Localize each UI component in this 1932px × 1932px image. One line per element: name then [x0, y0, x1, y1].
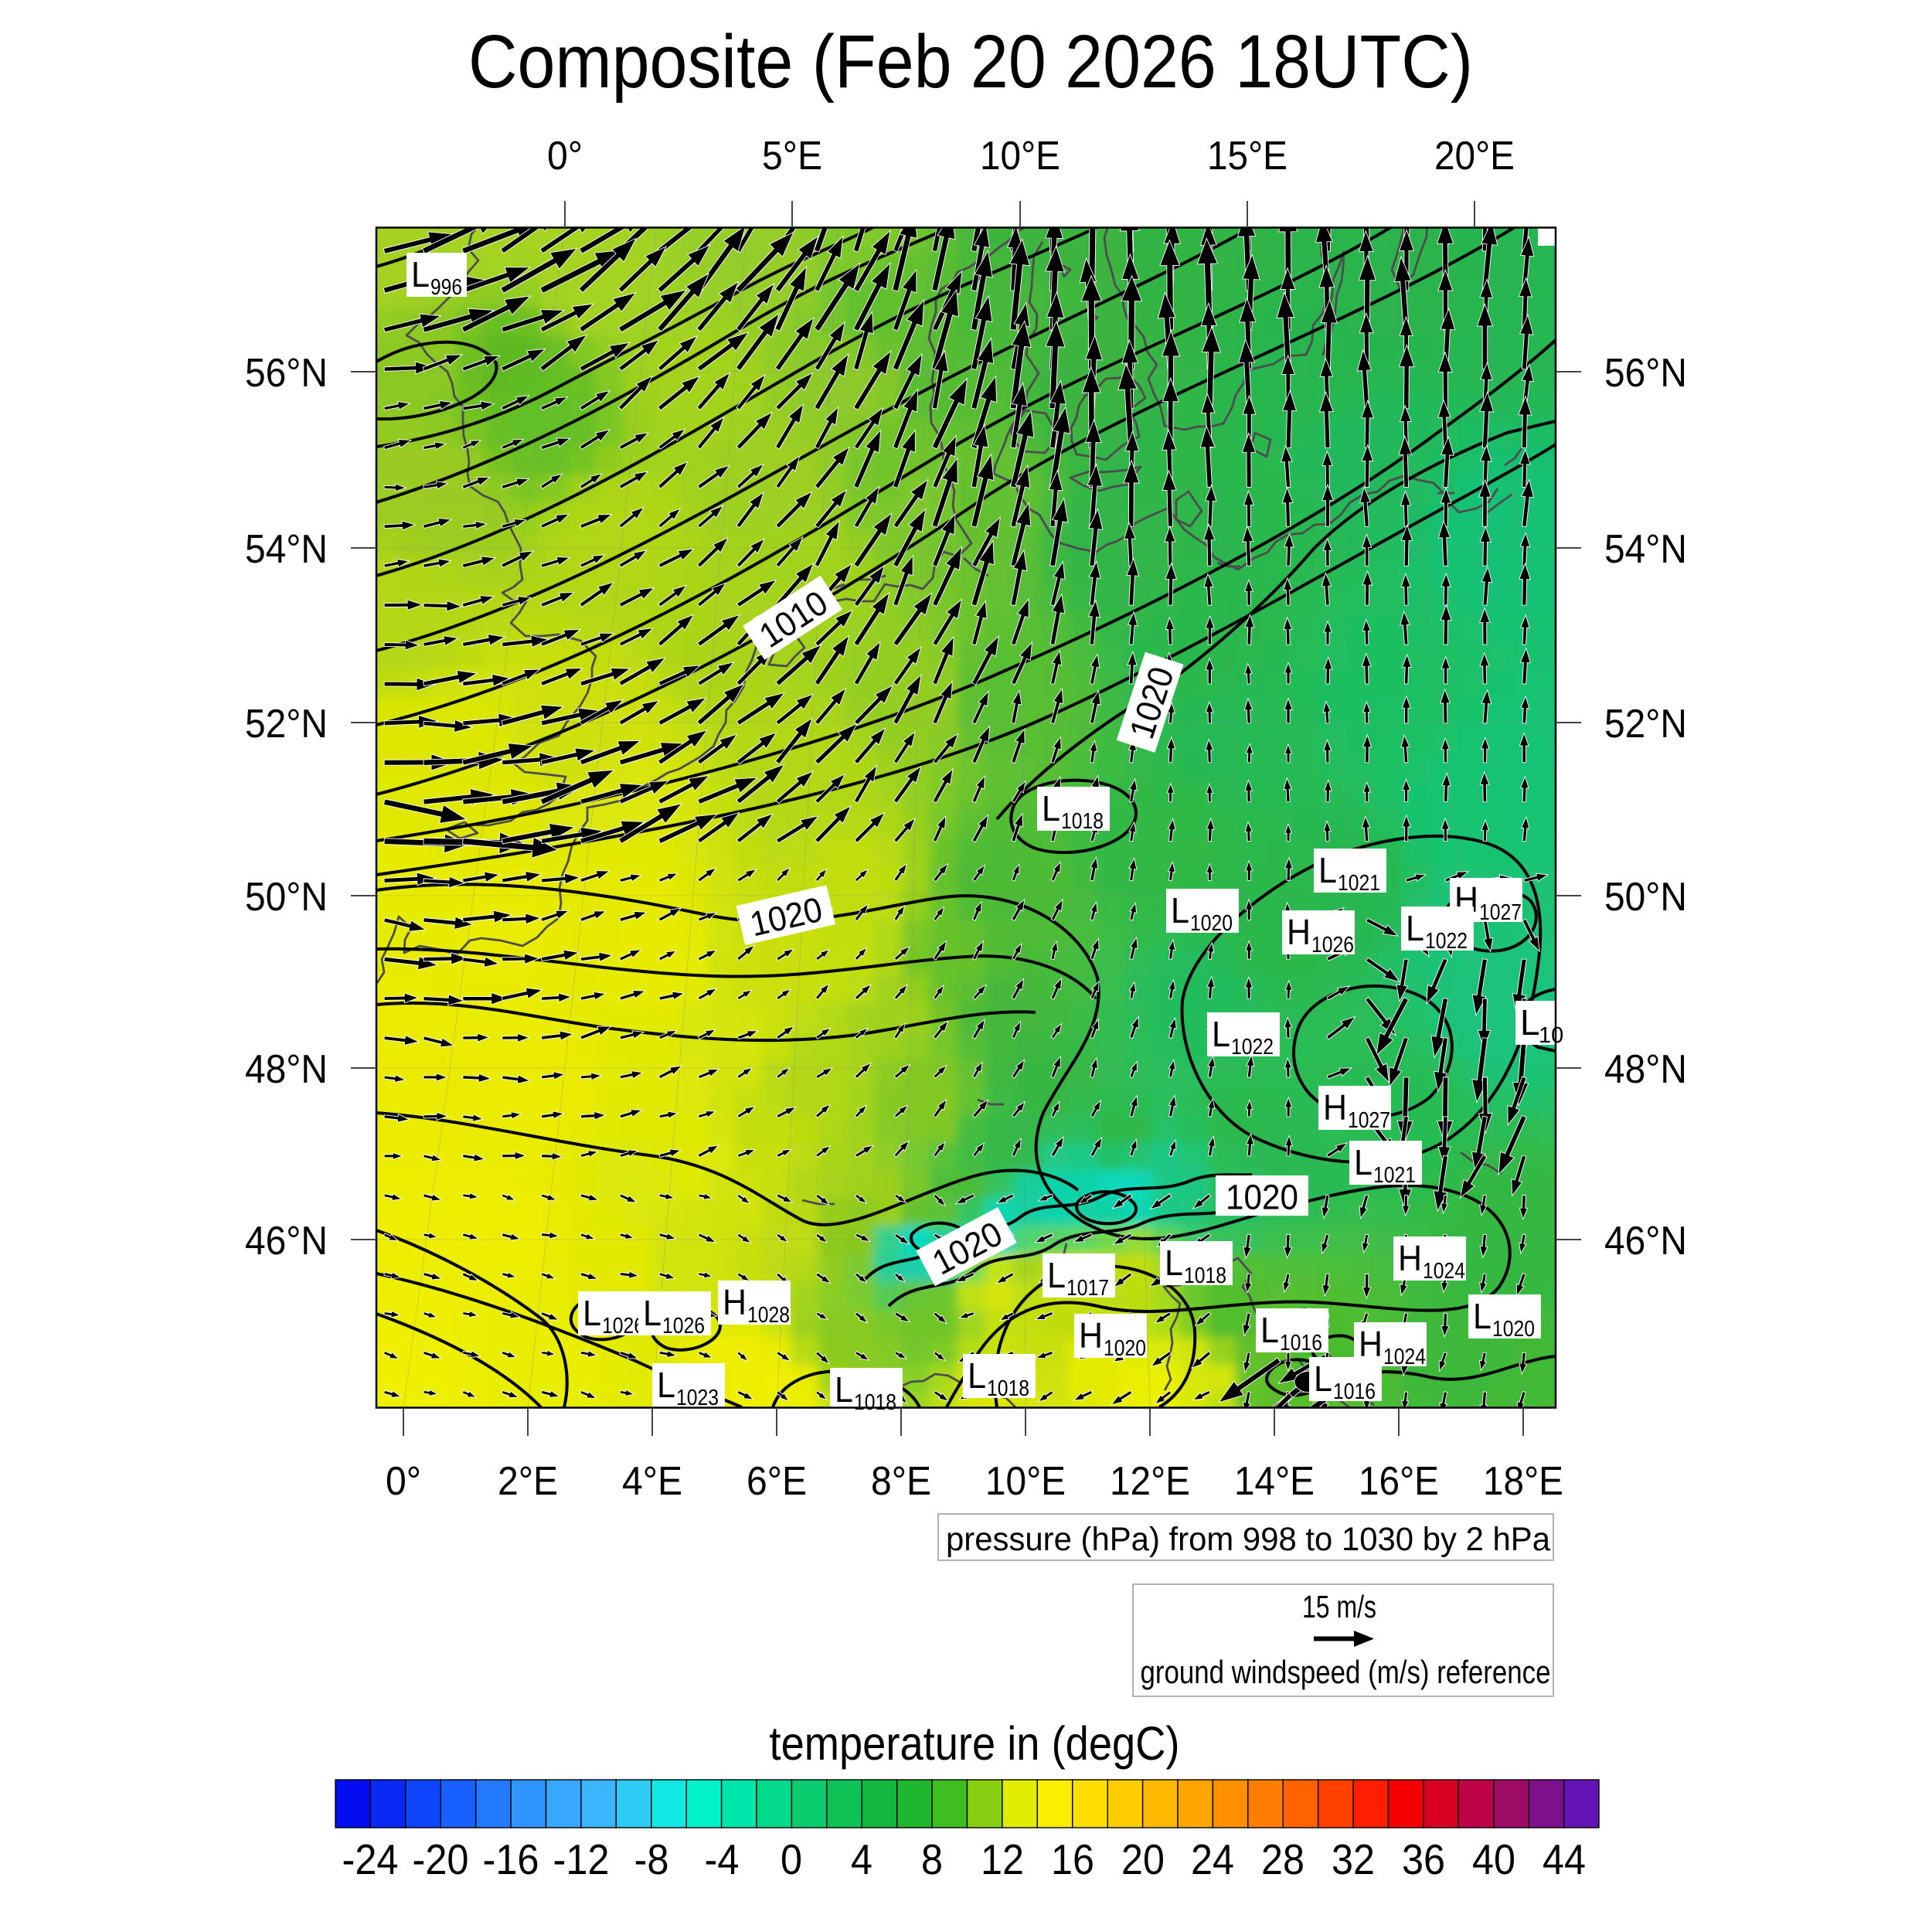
- svg-text:1020: 1020: [1492, 1317, 1535, 1342]
- svg-text:8: 8: [921, 1835, 943, 1883]
- svg-text:20°E: 20°E: [1434, 134, 1515, 179]
- svg-text:1018: 1018: [1184, 1264, 1226, 1288]
- svg-text:5°E: 5°E: [762, 134, 822, 179]
- svg-text:L: L: [1318, 850, 1337, 890]
- svg-text:10°E: 10°E: [980, 134, 1060, 179]
- svg-text:1024: 1024: [1383, 1345, 1426, 1369]
- svg-text:1018: 1018: [987, 1376, 1029, 1401]
- svg-text:46°N: 46°N: [245, 1219, 328, 1264]
- svg-text:L: L: [1212, 1014, 1230, 1054]
- svg-text:15°E: 15°E: [1207, 134, 1287, 179]
- svg-text:1024: 1024: [1423, 1259, 1465, 1284]
- svg-text:-8: -8: [634, 1835, 669, 1883]
- svg-text:56°N: 56°N: [1604, 351, 1687, 396]
- svg-text:10°E: 10°E: [985, 1459, 1066, 1504]
- svg-text:15 m/s: 15 m/s: [1302, 1589, 1376, 1624]
- svg-text:54°N: 54°N: [245, 527, 328, 572]
- svg-text:4°E: 4°E: [622, 1459, 682, 1504]
- svg-text:L: L: [968, 1355, 986, 1396]
- svg-text:L: L: [1165, 1243, 1183, 1283]
- svg-text:1028: 1028: [747, 1303, 790, 1328]
- svg-text:8°E: 8°E: [871, 1459, 931, 1504]
- svg-text:10: 10: [1539, 1023, 1563, 1048]
- svg-text:12°E: 12°E: [1110, 1459, 1190, 1504]
- svg-text:1020: 1020: [1104, 1336, 1146, 1361]
- svg-text:1026: 1026: [1311, 933, 1354, 957]
- svg-text:L: L: [643, 1293, 662, 1333]
- svg-text:0°: 0°: [386, 1459, 421, 1504]
- svg-text:ground windspeed (m/s) referen: ground windspeed (m/s) reference: [1141, 1654, 1551, 1690]
- svg-text:48°N: 48°N: [245, 1047, 328, 1092]
- svg-text:18°E: 18°E: [1483, 1459, 1563, 1504]
- svg-text:20: 20: [1121, 1835, 1165, 1883]
- svg-text:32: 32: [1332, 1835, 1375, 1883]
- svg-text:L: L: [835, 1369, 853, 1410]
- svg-text:1026: 1026: [602, 1314, 645, 1338]
- svg-text:4: 4: [851, 1835, 872, 1883]
- svg-text:2°E: 2°E: [498, 1459, 558, 1504]
- svg-text:36: 36: [1402, 1835, 1445, 1883]
- svg-text:1023: 1023: [676, 1386, 719, 1410]
- svg-text:1020: 1020: [1226, 1178, 1298, 1217]
- svg-text:1027: 1027: [1348, 1108, 1390, 1133]
- svg-text:54°N: 54°N: [1604, 527, 1687, 572]
- svg-text:L: L: [583, 1293, 601, 1333]
- svg-text:1021: 1021: [1373, 1163, 1416, 1188]
- svg-text:-20: -20: [413, 1835, 469, 1883]
- svg-text:28: 28: [1261, 1835, 1304, 1883]
- svg-text:996: 996: [430, 275, 462, 300]
- svg-text:L: L: [1042, 788, 1060, 828]
- svg-text:0°: 0°: [547, 134, 583, 179]
- svg-text:L: L: [1260, 1310, 1279, 1350]
- svg-text:6°E: 6°E: [747, 1459, 807, 1504]
- svg-text:52°N: 52°N: [1604, 702, 1687, 747]
- svg-text:46°N: 46°N: [1604, 1219, 1687, 1264]
- svg-text:1022: 1022: [1231, 1035, 1274, 1060]
- svg-text:L: L: [411, 254, 430, 294]
- svg-text:H: H: [1287, 912, 1311, 952]
- svg-text:1017: 1017: [1066, 1276, 1109, 1301]
- svg-text:H: H: [1398, 1238, 1422, 1278]
- svg-text:H: H: [1323, 1087, 1347, 1128]
- svg-text:Composite (Feb 20 2026 18UTC): Composite (Feb 20 2026 18UTC): [468, 19, 1473, 104]
- svg-text:50°N: 50°N: [1604, 875, 1687, 920]
- svg-text:1027: 1027: [1479, 900, 1522, 925]
- svg-text:52°N: 52°N: [245, 702, 328, 747]
- svg-text:L: L: [1314, 1359, 1332, 1399]
- svg-text:1018: 1018: [854, 1390, 896, 1415]
- svg-text:12: 12: [981, 1835, 1024, 1883]
- svg-text:L: L: [1406, 908, 1424, 948]
- svg-text:48°N: 48°N: [1604, 1047, 1687, 1092]
- svg-text:1026: 1026: [662, 1314, 705, 1338]
- svg-text:-4: -4: [705, 1835, 740, 1883]
- svg-text:0: 0: [781, 1835, 802, 1883]
- svg-text:L: L: [1354, 1142, 1372, 1182]
- svg-text:56°N: 56°N: [245, 351, 328, 396]
- svg-text:H: H: [723, 1282, 747, 1322]
- svg-text:-16: -16: [483, 1835, 539, 1883]
- svg-text:L: L: [1520, 1002, 1540, 1043]
- svg-text:16: 16: [1051, 1835, 1094, 1883]
- svg-text:14°E: 14°E: [1234, 1459, 1315, 1504]
- svg-text:-24: -24: [342, 1835, 399, 1883]
- svg-text:pressure (hPa) from 998 to 103: pressure (hPa) from 998 to 1030 by 2 hPa: [946, 1521, 1550, 1558]
- svg-text:temperature in (degC): temperature in (degC): [770, 1717, 1180, 1770]
- svg-text:50°N: 50°N: [245, 875, 328, 920]
- svg-text:H: H: [1079, 1315, 1103, 1355]
- svg-text:1021: 1021: [1338, 871, 1380, 896]
- svg-text:16°E: 16°E: [1359, 1459, 1439, 1504]
- svg-text:40: 40: [1472, 1835, 1515, 1883]
- svg-text:1016: 1016: [1280, 1331, 1322, 1355]
- svg-text:1016: 1016: [1333, 1379, 1376, 1404]
- svg-text:-12: -12: [553, 1835, 610, 1883]
- svg-text:L: L: [1047, 1255, 1066, 1295]
- svg-text:L: L: [1473, 1296, 1492, 1336]
- svg-text:44: 44: [1543, 1835, 1586, 1883]
- svg-text:24: 24: [1191, 1835, 1234, 1883]
- svg-text:1018: 1018: [1061, 809, 1104, 834]
- svg-text:1022: 1022: [1425, 929, 1468, 954]
- svg-text:L: L: [657, 1365, 675, 1405]
- svg-text:L: L: [1171, 890, 1189, 930]
- svg-text:1020: 1020: [1190, 911, 1233, 936]
